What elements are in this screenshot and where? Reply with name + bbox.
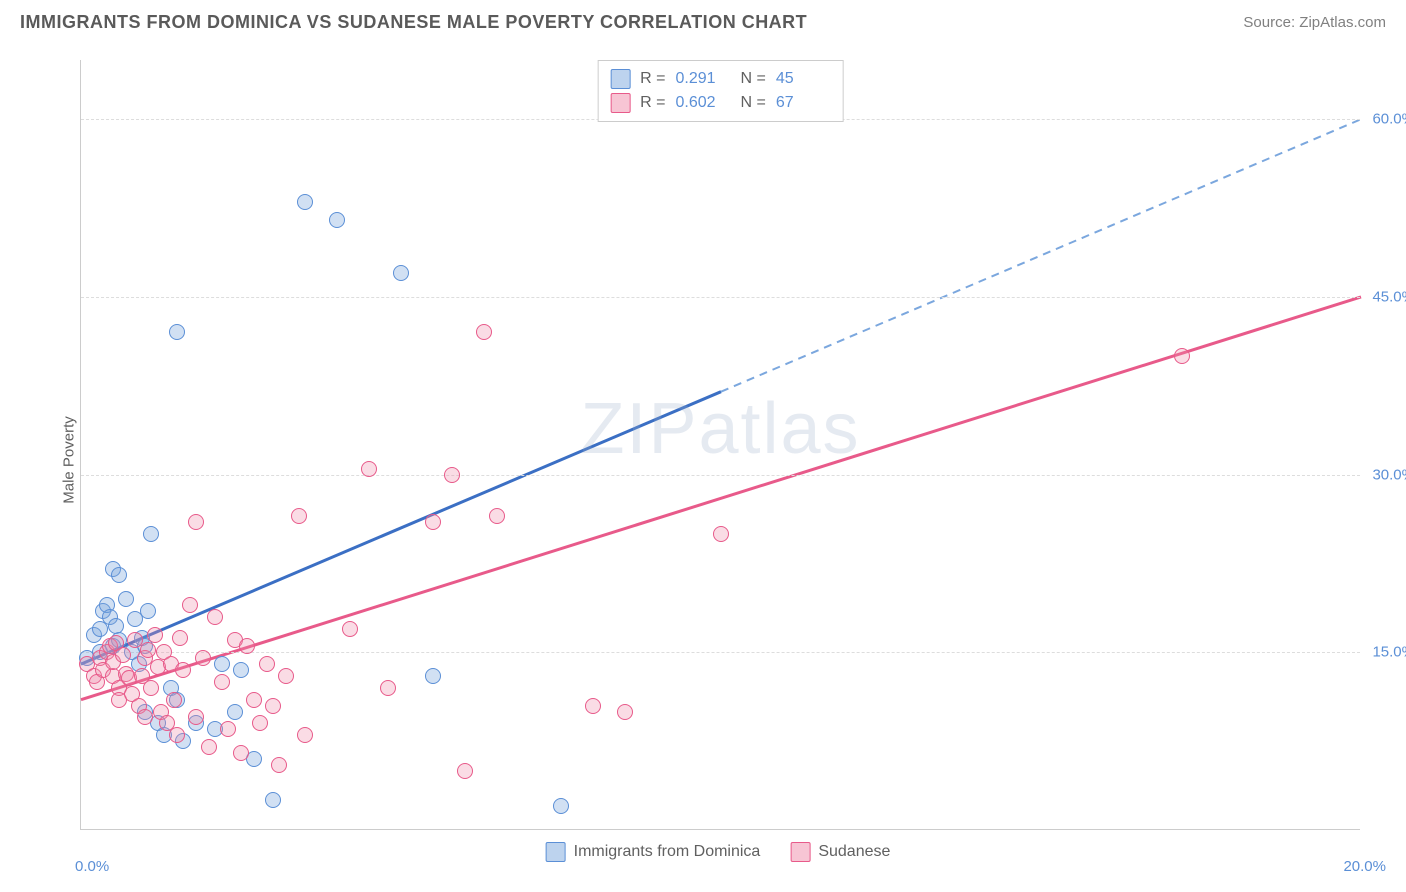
r-value-pink: 0.602	[676, 94, 731, 112]
grid-line	[81, 475, 1360, 476]
data-point	[166, 692, 182, 708]
data-point	[342, 621, 358, 637]
swatch-pink-icon	[610, 93, 630, 113]
trend-line	[81, 297, 1361, 700]
n-label: N =	[741, 94, 766, 112]
x-end-label: 20.0%	[1343, 858, 1386, 875]
data-point	[457, 763, 473, 779]
data-point	[172, 630, 188, 646]
swatch-pink-icon	[790, 842, 810, 862]
data-point	[143, 526, 159, 542]
r-value-blue: 0.291	[676, 70, 731, 88]
data-point	[1174, 348, 1190, 364]
data-point	[393, 265, 409, 281]
data-point	[227, 704, 243, 720]
grid-line	[81, 297, 1360, 298]
data-point	[188, 709, 204, 725]
chart-container: Male Poverty R = 0.291 N = 45 R = 0.602 …	[50, 50, 1386, 870]
data-point	[169, 727, 185, 743]
data-point	[175, 662, 191, 678]
data-point	[361, 461, 377, 477]
data-point	[137, 709, 153, 725]
series-legend: Immigrants from Dominica Sudanese	[546, 842, 891, 862]
r-label: R =	[640, 94, 665, 112]
source-value: ZipAtlas.com	[1299, 14, 1386, 31]
data-point	[265, 792, 281, 808]
data-point	[182, 597, 198, 613]
data-point	[489, 508, 505, 524]
data-point	[713, 526, 729, 542]
data-point	[169, 324, 185, 340]
data-point	[425, 668, 441, 684]
data-point	[425, 514, 441, 530]
trend-lines	[81, 60, 1360, 829]
data-point	[233, 745, 249, 761]
data-point	[239, 638, 255, 654]
data-point	[188, 514, 204, 530]
plot-area: R = 0.291 N = 45 R = 0.602 N = 67 ZIPatl…	[80, 60, 1360, 830]
legend-row-blue: R = 0.291 N = 45	[610, 67, 831, 91]
legend-item-sudanese: Sudanese	[790, 842, 890, 862]
legend-label-sudanese: Sudanese	[818, 843, 890, 861]
source-label: Source:	[1243, 14, 1299, 31]
swatch-blue-icon	[546, 842, 566, 862]
x-origin-label: 0.0%	[75, 858, 109, 875]
r-label: R =	[640, 70, 665, 88]
data-point	[111, 567, 127, 583]
y-tick-label: 30.0%	[1372, 466, 1406, 483]
data-point	[297, 194, 313, 210]
data-point	[265, 698, 281, 714]
data-point	[476, 324, 492, 340]
data-point	[617, 704, 633, 720]
data-point	[143, 680, 159, 696]
data-point	[214, 656, 230, 672]
n-value-pink: 67	[776, 94, 831, 112]
y-axis-label: Male Poverty	[60, 416, 77, 504]
data-point	[220, 721, 236, 737]
n-value-blue: 45	[776, 70, 831, 88]
y-tick-label: 45.0%	[1372, 288, 1406, 305]
source-attribution: Source: ZipAtlas.com	[1243, 14, 1386, 31]
data-point	[140, 642, 156, 658]
data-point	[380, 680, 396, 696]
data-point	[329, 212, 345, 228]
data-point	[201, 739, 217, 755]
legend-label-dominica: Immigrants from Dominica	[574, 843, 761, 861]
data-point	[252, 715, 268, 731]
data-point	[585, 698, 601, 714]
data-point	[297, 727, 313, 743]
trend-line	[721, 119, 1361, 391]
legend-row-pink: R = 0.602 N = 67	[610, 91, 831, 115]
chart-title: IMMIGRANTS FROM DOMINICA VS SUDANESE MAL…	[20, 12, 807, 33]
data-point	[278, 668, 294, 684]
data-point	[233, 662, 249, 678]
swatch-blue-icon	[610, 69, 630, 89]
data-point	[118, 591, 134, 607]
data-point	[214, 674, 230, 690]
data-point	[271, 757, 287, 773]
legend-item-dominica: Immigrants from Dominica	[546, 842, 761, 862]
chart-header: IMMIGRANTS FROM DOMINICA VS SUDANESE MAL…	[0, 0, 1406, 41]
correlation-legend: R = 0.291 N = 45 R = 0.602 N = 67	[597, 60, 844, 122]
data-point	[140, 603, 156, 619]
y-tick-label: 60.0%	[1372, 111, 1406, 128]
data-point	[115, 647, 131, 663]
data-point	[444, 467, 460, 483]
grid-line	[81, 652, 1360, 653]
y-tick-label: 15.0%	[1372, 644, 1406, 661]
n-label: N =	[741, 70, 766, 88]
data-point	[207, 609, 223, 625]
data-point	[291, 508, 307, 524]
data-point	[259, 656, 275, 672]
data-point	[553, 798, 569, 814]
data-point	[147, 627, 163, 643]
data-point	[246, 692, 262, 708]
data-point	[195, 650, 211, 666]
